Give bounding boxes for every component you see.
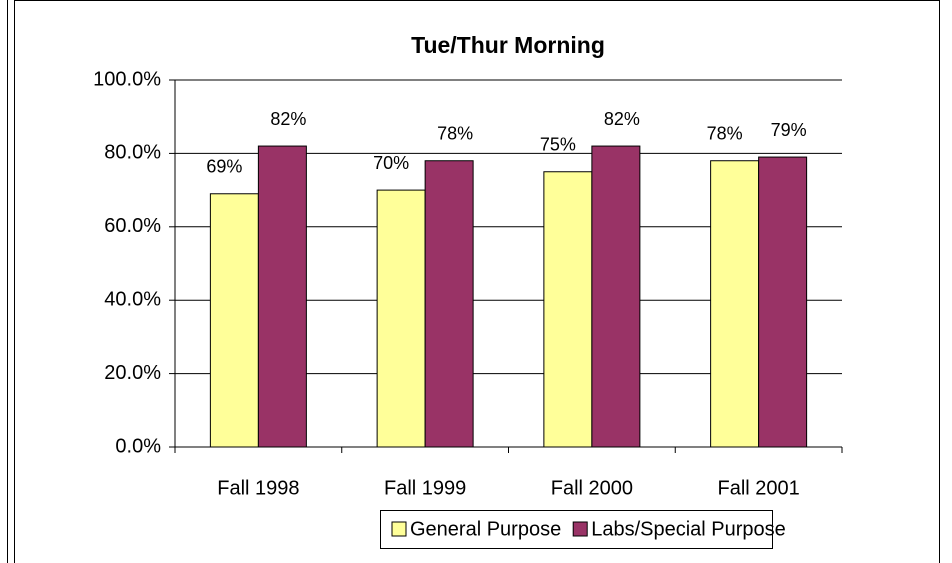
data-label: 70% (373, 153, 409, 173)
legend-swatch (391, 521, 407, 537)
bar (424, 160, 474, 448)
bar (758, 156, 808, 448)
bar (543, 171, 593, 448)
x-tick-label: Fall 2001 (717, 477, 799, 499)
x-tick-label: Fall 1999 (384, 477, 466, 499)
y-tick-label: 100.0% (93, 68, 161, 90)
data-label: 79% (771, 120, 807, 140)
chart-title: Tue/Thur Morning (411, 32, 605, 58)
data-label: 75% (540, 135, 576, 155)
y-tick-label: 60.0% (104, 215, 161, 237)
x-tick-label: Fall 2000 (551, 477, 633, 499)
data-label: 82% (604, 109, 640, 129)
bar (209, 193, 259, 448)
legend-label: General Purpose (410, 518, 561, 540)
x-tick-label: Fall 1998 (217, 477, 299, 499)
data-label: 69% (206, 157, 242, 177)
y-tick-label: 80.0% (104, 142, 161, 164)
chart-border (14, 0, 940, 563)
legend-swatch (572, 521, 588, 537)
bar (710, 160, 760, 448)
y-tick-label: 20.0% (104, 362, 161, 384)
data-label: 78% (437, 123, 473, 143)
bar (376, 189, 426, 448)
bar (591, 145, 641, 448)
y-tick-label: 0.0% (115, 435, 161, 457)
y-tick-label: 40.0% (104, 288, 161, 310)
data-label: 82% (270, 109, 306, 129)
legend-label: Labs/Special Purpose (591, 518, 786, 540)
data-label: 78% (707, 123, 743, 143)
bar (257, 145, 307, 448)
